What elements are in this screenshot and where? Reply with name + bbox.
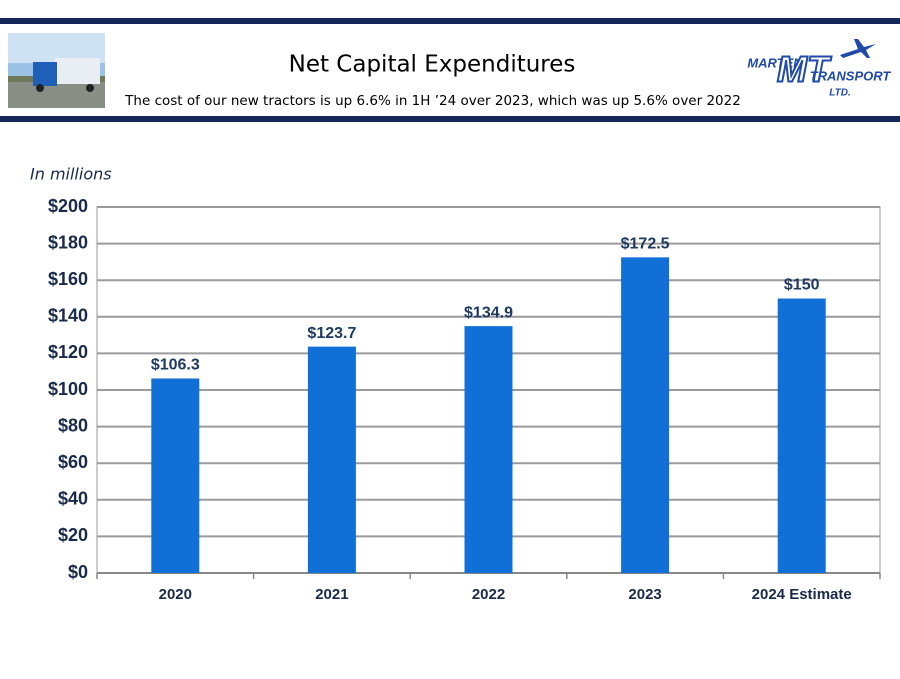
x-tick-label: 2022 <box>472 586 505 603</box>
title: Net Capital Expenditures <box>289 52 576 78</box>
subtitle: The cost of our new tractors is up 6.6% … <box>124 93 741 109</box>
y-tick-label: $40 <box>58 489 88 509</box>
value-label: $123.7 <box>307 325 356 342</box>
value-label: $172.5 <box>621 236 670 253</box>
bottom-bar <box>0 116 900 122</box>
bar <box>151 378 200 573</box>
value-label: $106.3 <box>151 357 200 374</box>
x-tick-label: 2024 Estimate <box>752 586 852 603</box>
photo <box>8 33 105 108</box>
y-axis-label: In millions <box>30 165 112 184</box>
bar <box>464 326 513 573</box>
logo-word: TRANSPORT <box>810 68 892 83</box>
y-tick-label: $160 <box>48 269 88 289</box>
y-tick-label: $140 <box>48 306 88 326</box>
logo: MARTEN MT TRANSPORT LTD. <box>747 39 891 99</box>
logo-word: MARTEN <box>747 55 803 70</box>
y-tick-label: $60 <box>58 452 88 472</box>
value-label: $150 <box>784 277 820 294</box>
logo-monogram: MT <box>777 49 832 90</box>
x-tick-label: 2020 <box>159 586 192 603</box>
bar <box>621 257 670 573</box>
bar <box>307 346 356 573</box>
x-tick-label: 2023 <box>628 586 661 603</box>
y-tick-label: $20 <box>58 525 88 545</box>
bar <box>777 298 826 573</box>
x-tick-label: 2021 <box>315 586 348 603</box>
value-label: $134.9 <box>464 304 513 321</box>
y-tick-label: $120 <box>48 342 88 362</box>
logo-word: LTD. <box>829 88 850 99</box>
y-tick-label: $200 <box>48 196 88 216</box>
y-tick-label: $100 <box>48 379 88 399</box>
y-tick-label: $180 <box>48 232 88 252</box>
top-bar <box>0 18 900 24</box>
y-tick-label: $0 <box>68 562 88 582</box>
y-tick-label: $80 <box>58 415 88 435</box>
